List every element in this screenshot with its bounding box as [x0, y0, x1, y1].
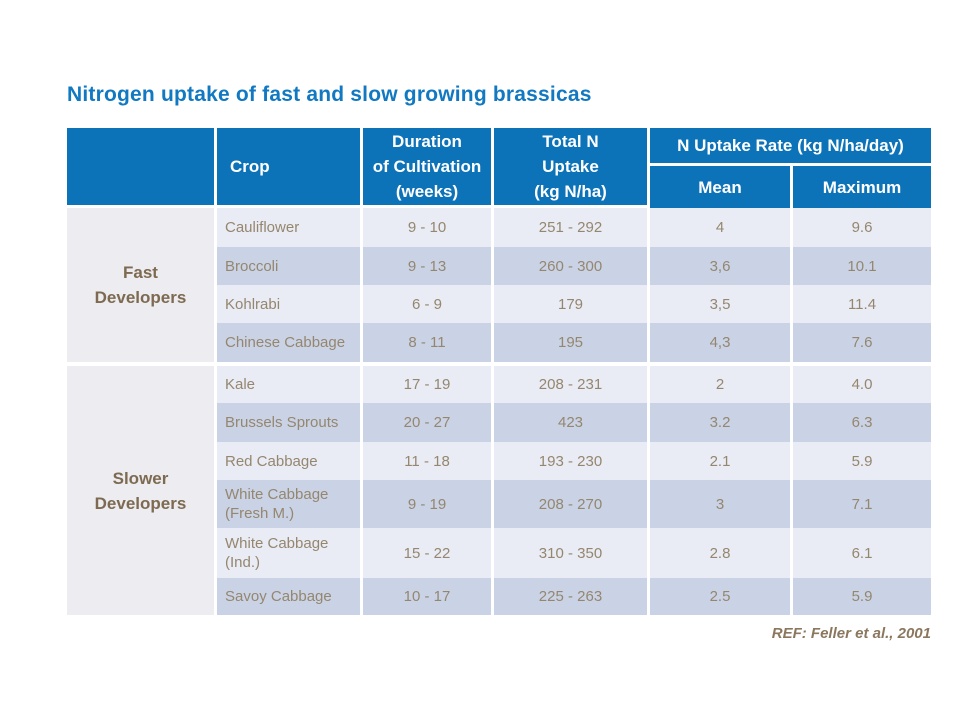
cell-crop: Red Cabbage	[217, 442, 360, 480]
cell-total-n: 251 - 292	[494, 208, 647, 247]
header-cell-duration: Duration of Cultivation (weeks)	[363, 128, 491, 205]
group-fast-line1: Fast	[123, 263, 158, 282]
header-uptake-rate-label: N Uptake Rate (kg N/ha/day)	[677, 136, 904, 155]
cell-crop: Kohlrabi	[217, 285, 360, 323]
cell-maximum: 6.1	[793, 528, 931, 578]
header-cell-uptake-rate: N Uptake Rate (kg N/ha/day)	[650, 128, 931, 163]
cell-duration: 6 - 9	[363, 285, 491, 323]
table-row: Chinese Cabbage 8 - 11 195 4,3 7.6	[217, 323, 931, 362]
table-header: Crop Duration of Cultivation (weeks) Tot…	[67, 128, 931, 208]
cell-total-n: 193 - 230	[494, 442, 647, 480]
cell-maximum: 4.0	[793, 366, 931, 403]
table-row: Kohlrabi 6 - 9 179 3,5 11.4	[217, 285, 931, 323]
cell-total-n: 179	[494, 285, 647, 323]
cell-mean: 2	[650, 366, 790, 403]
table-row: White Cabbage (Fresh M.) 9 - 19 208 - 27…	[217, 480, 931, 528]
cell-crop: Chinese Cabbage	[217, 323, 360, 362]
cell-duration: 17 - 19	[363, 366, 491, 403]
table-row: Kale 17 - 19 208 - 231 2 4.0	[217, 366, 931, 403]
table-row: Savoy Cabbage 10 - 17 225 - 263 2.5 5.9	[217, 578, 931, 615]
cell-duration: 9 - 13	[363, 247, 491, 285]
header-maximum-label: Maximum	[822, 177, 902, 197]
cell-total-n: 208 - 231	[494, 366, 647, 403]
cell-mean: 3.2	[650, 403, 790, 442]
header-crop-label: Crop	[230, 157, 270, 176]
table-row: Cauliflower 9 - 10 251 - 292 4 9.6	[217, 208, 931, 247]
cell-mean: 2.8	[650, 528, 790, 578]
header-cell-total-n: Total N Uptake (kg N/ha)	[494, 128, 647, 205]
group-slower-line1: Slower	[112, 468, 169, 488]
header-duration-line3: (weeks)	[395, 182, 459, 201]
cell-mean: 2.5	[650, 578, 790, 615]
table-body: Fast Developers Cauliflower 9 - 10 251 -…	[67, 208, 931, 615]
cell-crop: Kale	[217, 366, 360, 403]
cell-duration: 9 - 10	[363, 208, 491, 247]
cell-maximum: 7.1	[793, 480, 931, 528]
group-slower-developers: Slower Developers Kale 17 - 19 208 - 231…	[67, 366, 931, 615]
header-duration-line2: of Cultivation	[372, 157, 482, 176]
cell-duration: 9 - 19	[363, 480, 491, 528]
cell-duration: 11 - 18	[363, 442, 491, 480]
cell-mean: 3,6	[650, 247, 790, 285]
cell-maximum: 7.6	[793, 323, 931, 362]
cell-crop: White Cabbage (Fresh M.)	[217, 480, 360, 528]
header-mean-label: Mean	[698, 177, 742, 197]
cell-mean: 3,5	[650, 285, 790, 323]
group-slower-line2: Developers	[94, 493, 187, 513]
header-total-n-line3: (kg N/ha)	[534, 182, 607, 201]
cell-crop: Savoy Cabbage	[217, 578, 360, 615]
cell-total-n: 423	[494, 403, 647, 442]
header-total-n-line1: Total N	[542, 132, 599, 151]
cell-maximum: 6.3	[793, 403, 931, 442]
page-title: Nitrogen uptake of fast and slow growing…	[67, 83, 592, 106]
cell-maximum: 10.1	[793, 247, 931, 285]
table-row: Red Cabbage 11 - 18 193 - 230 2.1 5.9	[217, 442, 931, 480]
cell-mean: 4,3	[650, 323, 790, 362]
header-total-n-line2: Uptake	[542, 157, 599, 176]
header-cell-mean: Mean	[650, 166, 790, 208]
group-fast-line2: Developers	[94, 288, 187, 307]
cell-maximum: 5.9	[793, 442, 931, 480]
cell-duration: 10 - 17	[363, 578, 491, 615]
reference-note: REF: Feller et al., 2001	[771, 625, 931, 642]
group-slower-rows: Kale 17 - 19 208 - 231 2 4.0 Brussels Sp…	[217, 366, 931, 615]
cell-maximum: 9.6	[793, 208, 931, 247]
cell-total-n: 260 - 300	[494, 247, 647, 285]
table-row: White Cabbage (Ind.) 15 - 22 310 - 350 2…	[217, 528, 931, 578]
header-cell-crop: Crop	[217, 128, 360, 205]
cell-mean: 2.1	[650, 442, 790, 480]
cell-maximum: 11.4	[793, 285, 931, 323]
cell-total-n: 310 - 350	[494, 528, 647, 578]
header-duration-line1: Duration	[392, 132, 462, 151]
cell-total-n: 195	[494, 323, 647, 362]
cell-total-n: 225 - 263	[494, 578, 647, 615]
cell-duration: 20 - 27	[363, 403, 491, 442]
cell-mean: 3	[650, 480, 790, 528]
group-label-fast: Fast Developers	[67, 208, 214, 362]
cell-mean: 4	[650, 208, 790, 247]
cell-crop: Cauliflower	[217, 208, 360, 247]
cell-crop: Broccoli	[217, 247, 360, 285]
header-cell-blank	[67, 128, 214, 205]
cell-crop: Brussels Sprouts	[217, 403, 360, 442]
group-fast-rows: Cauliflower 9 - 10 251 - 292 4 9.6 Brocc…	[217, 208, 931, 362]
table-row: Broccoli 9 - 13 260 - 300 3,6 10.1	[217, 247, 931, 285]
cell-duration: 8 - 11	[363, 323, 491, 362]
header-cell-maximum: Maximum	[793, 166, 931, 208]
cell-total-n: 208 - 270	[494, 480, 647, 528]
cell-crop: White Cabbage (Ind.)	[217, 528, 360, 578]
table-row: Brussels Sprouts 20 - 27 423 3.2 6.3	[217, 403, 931, 442]
group-label-slower: Slower Developers	[67, 366, 214, 615]
cell-duration: 15 - 22	[363, 528, 491, 578]
cell-maximum: 5.9	[793, 578, 931, 615]
group-fast-developers: Fast Developers Cauliflower 9 - 10 251 -…	[67, 208, 931, 362]
